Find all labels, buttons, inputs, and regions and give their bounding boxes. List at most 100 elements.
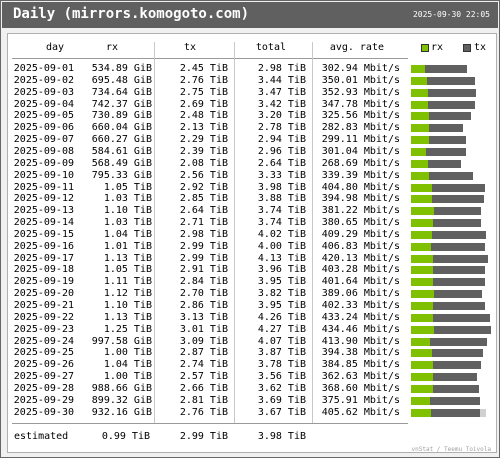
row-total: 3.78 TiB — [257, 359, 306, 371]
row-total: 4.02 TiB — [257, 228, 306, 240]
row-tx: 2.45 TiB — [179, 63, 228, 74]
row-day: 2025-09-10 — [13, 169, 74, 181]
traffic-bar-rx — [411, 384, 433, 393]
traffic-bar-rx — [411, 112, 429, 121]
traffic-bar — [411, 325, 491, 334]
footer-credit: vnStat / Teemu Toivola — [411, 446, 491, 453]
row-total: 3.87 TiB — [257, 347, 306, 359]
row-day: 2025-09-20 — [13, 288, 74, 300]
row-tx: 2.70 TiB — [179, 288, 228, 300]
row-tx: 2.76 TiB — [179, 406, 228, 418]
traffic-bar-rx — [411, 278, 433, 287]
row-day: 2025-09-23 — [13, 323, 74, 335]
row-tx: 2.91 TiB — [179, 264, 228, 276]
row-rx: 734.64 GiB — [91, 86, 152, 98]
traffic-bar-rx — [411, 349, 432, 358]
traffic-bar-rx — [411, 408, 431, 417]
row-rate: 433.24 Mbit/s — [321, 311, 400, 323]
row-rx: 1.05 TiB — [103, 264, 152, 276]
row-total: 3.47 TiB — [257, 86, 306, 98]
row-total: 2.78 TiB — [257, 122, 306, 134]
traffic-bar-rx — [411, 88, 428, 97]
traffic-bar-rx — [411, 242, 431, 251]
traffic-bar — [411, 147, 466, 156]
row-rx: 1.04 TiB — [103, 228, 152, 240]
row-day: 2025-09-15 — [13, 228, 74, 240]
column-header-rx: rx — [105, 42, 118, 53]
row-day: 2025-09-19 — [13, 276, 74, 288]
row-day: 2025-09-29 — [13, 394, 74, 406]
traffic-bar — [411, 76, 475, 85]
row-day: 2025-09-12 — [13, 193, 74, 205]
estimated-label: estimated — [14, 431, 69, 442]
row-rx: 1.10 TiB — [103, 205, 152, 217]
row-rate: 389.06 Mbit/s — [321, 288, 400, 300]
legend-tx-swatch — [463, 44, 471, 52]
traffic-bar-rx — [411, 159, 428, 168]
column-separator — [154, 42, 155, 423]
row-total: 4.07 TiB — [257, 335, 306, 347]
row-rx: 1.11 TiB — [103, 276, 152, 288]
row-tx: 2.75 TiB — [179, 86, 228, 98]
row-rate: 268.69 Mbit/s — [321, 157, 400, 169]
row-total: 3.96 TiB — [257, 264, 306, 276]
row-rx: 1.12 TiB — [103, 288, 152, 300]
row-day: 2025-09-08 — [13, 145, 74, 157]
row-rate: 409.29 Mbit/s — [321, 228, 400, 240]
title-bar: Daily (mirrors.komogoto.com) 2025-09-30 … — [2, 2, 498, 28]
traffic-bar-rx — [411, 361, 433, 370]
row-total: 3.44 TiB — [257, 74, 306, 86]
traffic-bar — [411, 100, 475, 109]
row-tx: 2.99 TiB — [179, 240, 228, 252]
column-header-total: total — [255, 42, 286, 53]
column-separator — [234, 42, 235, 423]
traffic-bar — [411, 136, 466, 145]
row-tx: 2.87 TiB — [179, 347, 228, 359]
row-day: 2025-09-05 — [13, 110, 74, 122]
row-total: 3.67 TiB — [257, 406, 306, 418]
row-day: 2025-09-04 — [13, 98, 74, 110]
row-tx: 2.74 TiB — [179, 359, 228, 371]
row-day: 2025-09-07 — [13, 134, 74, 146]
row-day: 2025-09-13 — [13, 205, 74, 217]
row-tx: 2.13 TiB — [179, 122, 228, 134]
row-tx: 2.84 TiB — [179, 276, 228, 288]
row-tx: 2.66 TiB — [179, 382, 228, 394]
row-tx: 3.09 TiB — [179, 335, 228, 347]
row-day: 2025-09-16 — [13, 240, 74, 252]
row-tx: 2.86 TiB — [179, 300, 228, 311]
row-rx: 997.58 GiB — [91, 335, 152, 347]
traffic-bar-rx — [411, 124, 429, 133]
traffic-bar — [411, 88, 476, 97]
row-rate: 384.85 Mbit/s — [321, 359, 400, 371]
row-rx: 932.16 GiB — [91, 406, 152, 418]
row-rx: 1.13 TiB — [103, 252, 152, 264]
row-total: 4.27 TiB — [257, 323, 306, 335]
row-rate: 413.90 Mbit/s — [321, 335, 400, 347]
row-rx: 1.01 TiB — [103, 240, 152, 252]
row-rate: 405.62 Mbit/s — [321, 406, 400, 418]
row-total: 3.33 TiB — [257, 169, 306, 181]
traffic-bar — [411, 290, 482, 299]
row-rate: 325.56 Mbit/s — [321, 110, 400, 122]
row-rate: 403.28 Mbit/s — [321, 264, 400, 276]
row-rx: 1.00 TiB — [103, 371, 152, 383]
traffic-bar-rx — [411, 337, 430, 346]
traffic-bar-rx — [411, 183, 432, 192]
row-tx: 2.69 TiB — [179, 98, 228, 110]
row-rx: 899.32 GiB — [91, 394, 152, 406]
row-rate: 299.11 Mbit/s — [321, 134, 400, 146]
traffic-bar-rx — [411, 171, 429, 180]
row-rate: 302.94 Mbit/s — [321, 63, 400, 74]
row-day: 2025-09-02 — [13, 74, 74, 86]
row-rate: 381.22 Mbit/s — [321, 205, 400, 217]
row-rate: 301.04 Mbit/s — [321, 145, 400, 157]
traffic-bar-rx — [411, 325, 434, 334]
row-rx: 730.89 GiB — [91, 110, 152, 122]
row-day: 2025-09-21 — [13, 300, 74, 311]
stats-table: day rx tx total avg. rate rx tx 2025-09-… — [7, 33, 497, 453]
row-rate: 394.38 Mbit/s — [321, 347, 400, 359]
estimated-rx: 0.99 TiB — [101, 431, 150, 442]
column-header-day: day — [45, 42, 64, 53]
